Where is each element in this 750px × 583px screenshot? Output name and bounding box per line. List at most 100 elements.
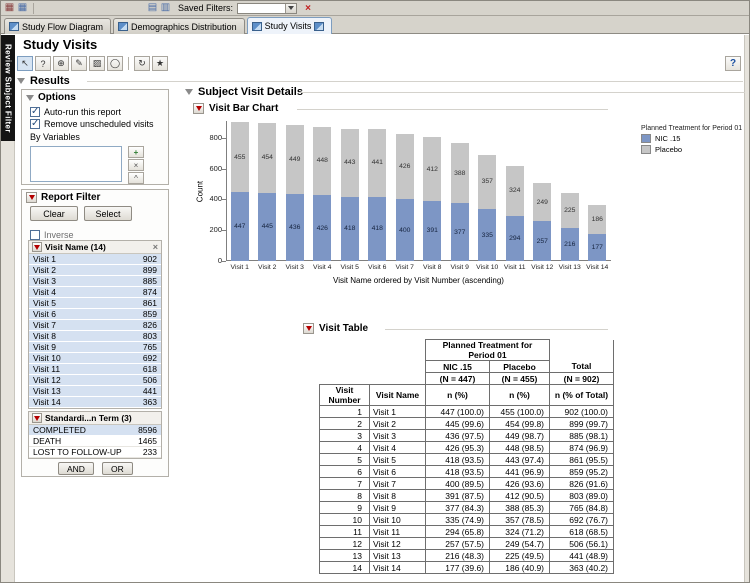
filter-list-row[interactable]: Visit 8 803 — [29, 331, 161, 342]
chart-legend: Planned Treatment for Period 01 NIC .15 … — [641, 125, 742, 154]
filter-list-icon[interactable]: ▤ — [147, 1, 158, 13]
help-icon[interactable]: ? — [725, 56, 741, 71]
disclosure-triangle-icon[interactable] — [17, 78, 25, 84]
red-triangle-menu[interactable] — [26, 192, 37, 203]
red-triangle-menu[interactable] — [32, 413, 42, 423]
legend-entry-placebo[interactable]: Placebo — [641, 145, 742, 154]
crosshair-tool-icon[interactable]: ▨ — [89, 56, 105, 71]
visit-table-cell: 357 (78.5) — [489, 513, 550, 526]
dropdown-arrow-icon[interactable] — [285, 3, 297, 13]
red-triangle-menu[interactable] — [303, 323, 314, 334]
red-triangle-menu[interactable] — [32, 242, 42, 252]
tab-demographics-distribution[interactable]: Demographics Distribution — [113, 18, 245, 34]
by-variables-listbox[interactable] — [30, 146, 122, 182]
bar-segment-placebo[interactable]: 441 — [368, 128, 387, 197]
collapse-by-variables-button[interactable]: ^ — [128, 172, 144, 184]
star-tool-icon[interactable]: ★ — [152, 56, 168, 71]
bar-segment-nic[interactable]: 426 — [313, 195, 332, 261]
remove-by-variable-button[interactable]: × — [128, 159, 144, 171]
bar-segment-placebo[interactable]: 388 — [450, 143, 469, 203]
filter-row-label: Visit 4 — [33, 287, 56, 297]
bar-segment-placebo[interactable]: 357 — [478, 154, 497, 210]
close-icon[interactable]: × — [152, 241, 158, 252]
filter-list-row[interactable]: Visit 5 861 — [29, 298, 161, 309]
bar-segment-nic[interactable]: 377 — [450, 203, 469, 261]
bar-segment-nic[interactable]: 418 — [340, 196, 359, 261]
bar-segment-nic[interactable]: 335 — [478, 209, 497, 261]
bar-segment-placebo[interactable]: 412 — [423, 137, 442, 201]
and-button[interactable]: AND — [58, 462, 94, 475]
visit-table-row: 11 Visit 11 294 (65.8) 324 (71.2) 618 (68.5) — [319, 525, 614, 538]
bar-segment-placebo[interactable]: 449 — [285, 124, 304, 194]
zoom-tool-icon[interactable]: ⊕ — [53, 56, 69, 71]
bar-segment-nic[interactable]: 400 — [395, 199, 414, 261]
legend-title: Planned Treatment for Period 01 — [641, 125, 743, 132]
auto-run-checkbox[interactable] — [30, 106, 40, 117]
filter-list-row[interactable]: Visit 12 506 — [29, 375, 161, 386]
bar-segment-nic[interactable]: 436 — [285, 193, 304, 261]
tab-study-visits[interactable]: Study Visits — [246, 17, 333, 34]
bar-segment-placebo[interactable]: 186 — [588, 205, 607, 234]
filter-list-row[interactable]: Visit 9 765 — [29, 342, 161, 353]
visit-table-cell: 441 (96.9) — [489, 465, 550, 478]
filter-list-row[interactable]: Visit 4 874 — [29, 287, 161, 298]
filter-table-icon[interactable]: ▥ — [160, 1, 171, 13]
bar-segment-placebo[interactable]: 225 — [560, 193, 579, 228]
app-grid-icon[interactable]: ▦ — [4, 1, 15, 13]
or-button[interactable]: OR — [101, 462, 133, 475]
filter-list-row[interactable]: Visit 6 859 — [29, 309, 161, 320]
bar-segment-nic[interactable]: 216 — [560, 227, 579, 261]
filter-list-row[interactable]: Visit 13 441 — [29, 386, 161, 397]
visit-table-cell: 9 — [319, 501, 370, 514]
filter-list-row[interactable]: Visit 7 826 — [29, 320, 161, 331]
group-header-nic: NIC .15 — [425, 360, 490, 373]
filter-list-row[interactable]: DEATH 1465 — [29, 436, 161, 447]
refresh-tool-icon[interactable]: ↻ — [134, 56, 150, 71]
remove-unscheduled-checkbox[interactable] — [30, 118, 40, 129]
bar-segment-placebo[interactable]: 324 — [505, 165, 524, 216]
add-by-variable-button[interactable]: + — [128, 146, 144, 158]
inverse-checkbox[interactable] — [30, 230, 40, 240]
bar-segment-nic[interactable]: 418 — [368, 196, 387, 261]
filter-list-row[interactable]: COMPLETED 8596 — [29, 425, 161, 436]
bar-segment-nic[interactable]: 445 — [258, 192, 277, 261]
filter-list-row[interactable]: Visit 14 363 — [29, 397, 161, 408]
filter-list-row[interactable]: Visit 2 899 — [29, 265, 161, 276]
disclosure-triangle-icon[interactable] — [26, 94, 34, 101]
bar-segment-nic[interactable]: 391 — [423, 200, 442, 261]
select-button[interactable]: Select — [84, 206, 132, 221]
filter-list-row[interactable]: Visit 1 902 — [29, 254, 161, 265]
lasso-tool-icon[interactable]: ◯ — [107, 56, 123, 71]
data-table-icon[interactable]: ▦ — [17, 1, 28, 13]
x-tick-label: Visit 8 — [423, 264, 442, 271]
divider — [385, 329, 608, 330]
legend-entry-nic[interactable]: NIC .15 — [641, 134, 742, 143]
subject-visit-details-title: Subject Visit Details — [198, 86, 303, 98]
help-tool-icon[interactable]: ? — [35, 56, 51, 71]
bar-segment-nic[interactable]: 257 — [533, 221, 552, 261]
bar-segment-placebo[interactable]: 426 — [395, 133, 414, 200]
bar-segment-placebo[interactable]: 454 — [258, 122, 277, 193]
bar-segment-placebo[interactable]: 455 — [230, 122, 249, 193]
saved-filters-dropdown[interactable] — [237, 2, 298, 14]
filter-row-count: 1465 — [138, 436, 157, 446]
clear-saved-filter-icon[interactable]: × — [305, 2, 311, 14]
clear-button[interactable]: Clear — [30, 206, 78, 221]
red-triangle-menu[interactable] — [193, 103, 204, 114]
bar-segment-nic[interactable]: 294 — [505, 215, 524, 261]
visit-table-row: 10 Visit 10 335 (74.9) 357 (78.5) 692 (76.7) — [319, 513, 614, 526]
bar-segment-placebo[interactable]: 443 — [340, 128, 359, 197]
tab-study-flow-diagram[interactable]: Study Flow Diagram — [4, 18, 112, 34]
filter-list-row[interactable]: LOST TO FOLLOW-UP 233 — [29, 447, 161, 458]
bar-segment-placebo[interactable]: 249 — [533, 183, 552, 222]
filter-list-row[interactable]: Visit 11 618 — [29, 364, 161, 375]
bar-segment-placebo[interactable]: 448 — [313, 126, 332, 196]
filter-list-row[interactable]: Visit 10 692 — [29, 353, 161, 364]
arrow-tool-icon[interactable]: ↖ — [17, 56, 33, 71]
brush-tool-icon[interactable]: ✎ — [71, 56, 87, 71]
bar-segment-nic[interactable]: 177 — [588, 233, 607, 261]
bar-segment-nic[interactable]: 447 — [230, 192, 249, 261]
filter-list-row[interactable]: Visit 3 885 — [29, 276, 161, 287]
review-subject-filter-strip[interactable]: Review Subject Filter — [1, 35, 15, 141]
disclosure-triangle-icon[interactable] — [185, 89, 193, 95]
